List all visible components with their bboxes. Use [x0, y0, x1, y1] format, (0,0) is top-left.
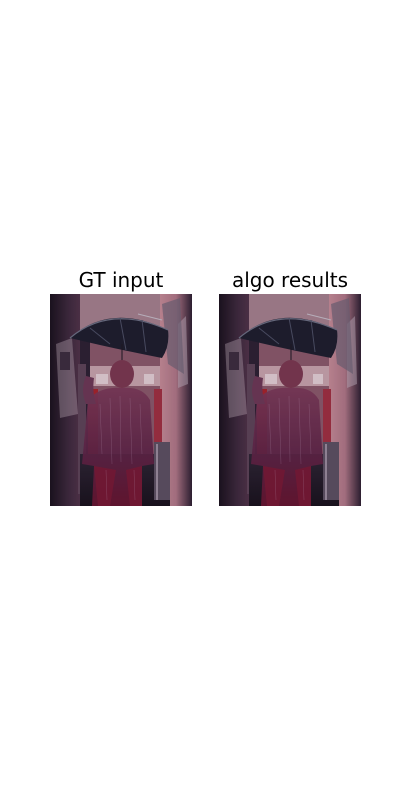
algo-results-image [219, 294, 361, 506]
algo-results-title: algo results [231, 268, 349, 292]
gt-input-image [50, 294, 192, 506]
gt-input-title: GT input [78, 268, 164, 292]
